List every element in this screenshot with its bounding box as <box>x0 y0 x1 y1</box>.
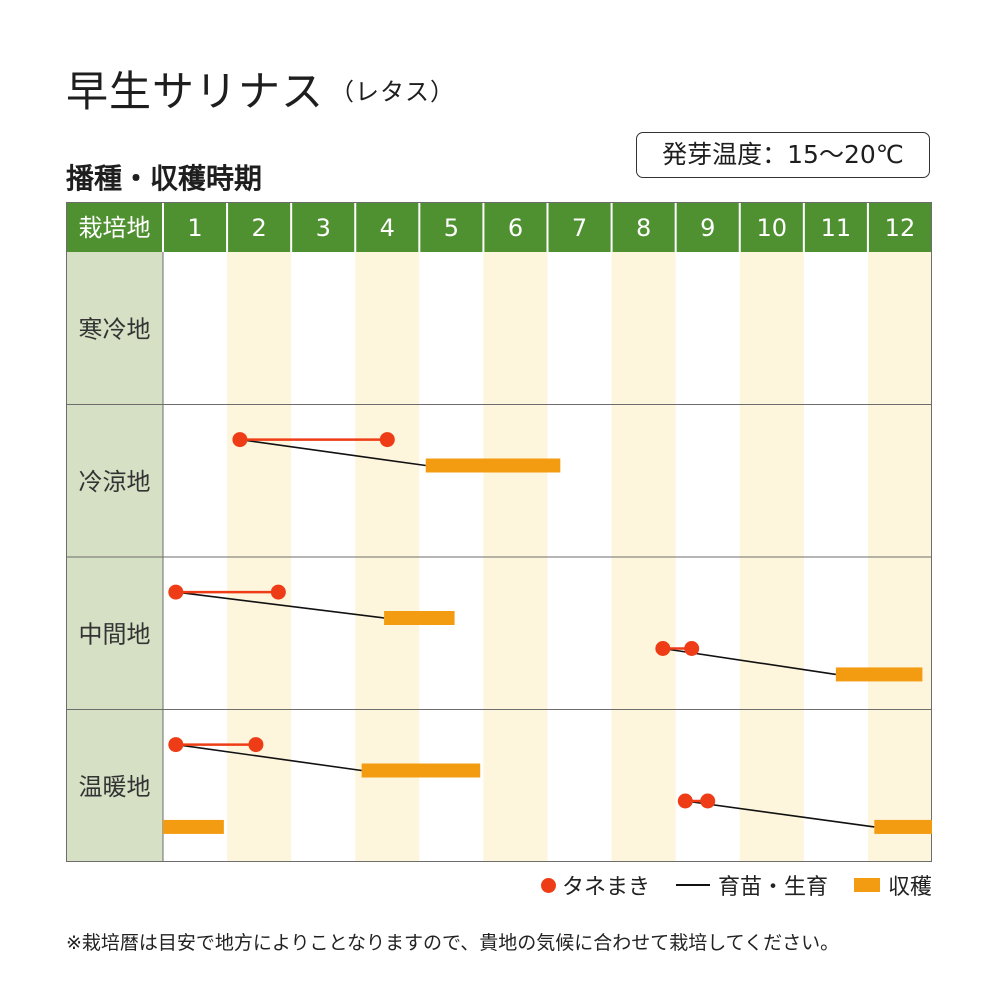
sowing-end-dot <box>248 737 264 753</box>
region-label: 温暖地 <box>79 773 151 801</box>
cultivation-calendar: 栽培地 1 2 3 4 5 6 7 8 9 10 11 12 寒冷地 冷涼地 中間地 温暖地 <box>66 202 932 862</box>
seedling-line-icon <box>675 883 710 887</box>
seedling-line <box>685 800 875 828</box>
seedling-line <box>175 743 362 772</box>
header-row <box>66 202 932 252</box>
sowing-start-dot <box>655 641 671 656</box>
month-label: 3 <box>316 214 331 242</box>
harvest-bar <box>835 667 923 682</box>
region-label: 寒冷地 <box>79 315 151 343</box>
month-label: 5 <box>444 214 459 242</box>
month-label: 4 <box>380 214 395 242</box>
month-label: 1 <box>187 214 202 242</box>
month-label: 10 <box>757 214 788 242</box>
month-label: 2 <box>251 214 266 242</box>
title-sub: （レタス） <box>330 78 456 106</box>
title-main: 早生サリナス <box>66 67 325 116</box>
region-label: 中間地 <box>79 620 151 648</box>
legend-harvest-label: 収穫 <box>887 875 932 900</box>
harvest-bar <box>384 611 455 625</box>
sowing-start-dot <box>232 432 248 448</box>
footnote: ※栽培暦は目安で地方によりことなりますので、貴地の気候に合わせて栽培してください… <box>66 932 840 954</box>
harvest-bar-wrap <box>163 819 224 834</box>
sowing-end-dot <box>270 584 286 600</box>
seedling-line <box>175 591 385 619</box>
schedule-subtitle: 播種・収穫時期 <box>66 162 263 195</box>
legend-sowing-label: タネまき <box>561 875 650 900</box>
seedling-line <box>239 438 426 467</box>
legend-sowing: タネまき <box>540 869 650 901</box>
legend-seedling: 育苗・生育 <box>675 869 828 901</box>
sowing-start-dot <box>168 737 184 753</box>
header-label: 栽培地 <box>79 214 151 242</box>
sowing-start-dot <box>168 584 184 600</box>
month-label: 6 <box>508 214 523 242</box>
legend-seedling-label: 育苗・生育 <box>717 875 828 900</box>
month-label: 8 <box>636 214 651 242</box>
harvest-bar <box>425 458 561 473</box>
month-label: 11 <box>821 214 852 242</box>
harvest-bar-icon <box>853 878 880 892</box>
legend-harvest: 収穫 <box>853 869 932 901</box>
month-label: 9 <box>700 214 715 242</box>
legend: タネまき 育苗・生育 収穫 <box>515 868 932 902</box>
calendar-border <box>66 202 932 862</box>
month-label: 7 <box>572 214 587 242</box>
page-title: 早生サリナス （レタス） <box>66 58 455 119</box>
month-label: 12 <box>885 214 916 242</box>
sowing-dot-icon <box>540 877 556 893</box>
sowing-end-dot <box>700 793 716 809</box>
harvest-bar <box>874 819 932 834</box>
region-label: 冷涼地 <box>79 468 151 496</box>
harvest-bar <box>361 763 481 778</box>
sowing-end-dot <box>379 432 395 448</box>
germination-temp-badge: 発芽温度：15～20℃ <box>636 132 930 178</box>
sowing-end-dot <box>684 641 700 656</box>
sowing-start-dot <box>677 793 693 809</box>
